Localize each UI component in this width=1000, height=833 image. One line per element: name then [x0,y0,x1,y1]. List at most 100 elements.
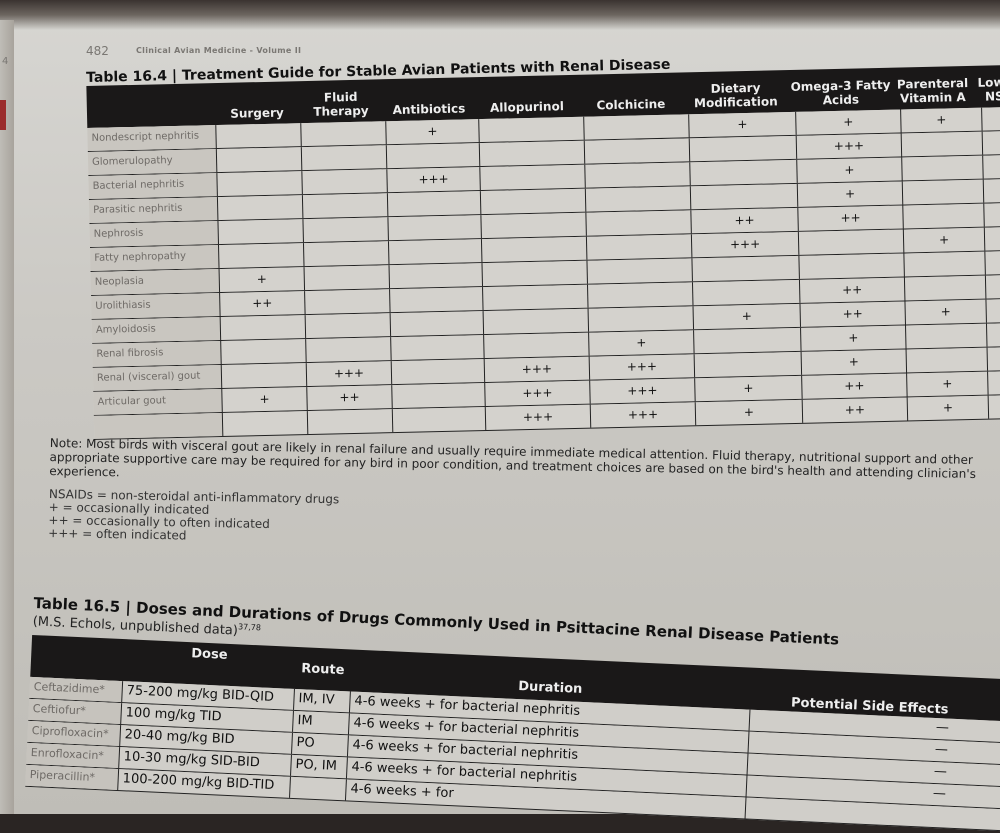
table-cell [216,195,303,221]
table-cell [903,251,985,277]
table-cell: +++ [483,356,590,383]
table-cell [391,407,486,433]
table-cell [985,297,1000,323]
table-cell [586,258,692,284]
table-cell [981,106,1000,131]
table-cell [584,162,690,188]
table-cell [482,284,588,311]
table-cell [390,359,485,385]
column-header: Dietary Modification [693,80,778,111]
table-cell [219,315,306,341]
table-cell [301,193,388,219]
column-header: Antibiotics [392,101,466,118]
table-cell: ++ [801,397,908,423]
table-cell: +++ [484,404,591,431]
table-cell [693,351,802,378]
table-cell: + [906,395,989,421]
table-cell: +++ [305,361,392,387]
row-label: Nondescript nephritis [87,125,216,151]
table-cell [986,345,1000,371]
table-cell [584,186,691,212]
table-cell [389,287,483,313]
row-label: Urolithiasis [91,293,220,319]
table-cell: + [983,201,1000,227]
table-cell: + [795,109,901,135]
table-cell: ++ [219,291,305,317]
table-cell [797,229,904,255]
table-cell: + [694,375,802,402]
table-cell [388,263,483,289]
drug-name-cell: Enrofloxacin* [26,743,120,769]
table-cell [688,135,797,162]
table-cell: + [900,107,982,133]
table-cell [987,369,1000,395]
column-header: Surgery [230,105,284,121]
table-cell [691,279,800,306]
legend: NSAIDs = non-steroidal anti-inflammatory… [48,487,1000,558]
table-cell [583,138,690,164]
row-label: Nephrosis [89,221,218,247]
table-16-5: Table 16.5 | Doses and Durations of Drug… [25,594,1000,833]
table-cell: + [692,303,801,330]
table-note: Note: Most birds with visceral gout are … [48,436,1000,558]
table-cell: + [796,181,903,207]
table-cell [585,210,691,236]
table-cell: + [906,371,988,397]
drug-name-cell: Piperacillin* [25,765,119,791]
table-cell [385,143,480,169]
table-cell [306,409,393,435]
column-header: Low-dose NSAIDs [977,74,1000,104]
table-cell [304,313,391,339]
row-label: Renal fibrosis [92,341,221,367]
table-cell [480,236,587,263]
table-cell: +++ [795,133,902,159]
table-cell [583,114,689,140]
table-cell [386,191,481,217]
row-label: Bacterial nephritis [88,173,217,199]
column-header: Omega-3 Fatty Acids [790,77,891,108]
subtitle-refs: 37,78 [237,622,262,633]
table-16-4-body: Nondescript nephritis + + + + Glomerulopathy +… [87,106,1000,440]
table-cell: +++ [386,167,480,193]
drug-name-cell: Ceftazidime* [29,677,123,703]
table-cell [798,253,904,279]
table-cell [387,239,482,265]
table-cell [905,323,987,349]
table-cell [902,203,984,229]
table-cell [480,212,586,239]
table-cell: +++ [588,354,695,380]
table-cell [693,327,801,354]
table-cell [217,219,303,245]
table-cell [984,273,1000,299]
table-cell: ++ [797,205,903,231]
table-cell [300,121,386,147]
table-cell [389,311,484,337]
table-cell [387,215,481,241]
table-cell: ++ [799,301,905,327]
table-cell [905,347,988,373]
table-cell [302,217,388,243]
route-cell: IM, IV [292,689,350,713]
table-cell [691,255,799,282]
row-label: Articular gout [93,389,222,415]
table-cell: ++ [798,277,905,303]
row-label: Fatty nephropathy [90,245,219,271]
table-cell: ++ [690,207,798,234]
drug-name-cell: Ceftiofur* [28,699,122,725]
row-label: Parasitic nephritis [88,197,218,223]
table-cell [585,234,692,260]
table-cell: + [981,129,1000,155]
table-cell [479,188,586,215]
table-cell [901,155,983,181]
table-cell [587,306,694,332]
table-cell [901,179,984,205]
table-cell: +++ [589,402,696,428]
table-cell: + [904,299,986,325]
table-cell [221,411,308,437]
table-16-4: Table 16.4 | Treatment Guide for Stable … [86,48,1000,440]
table-cell: + [796,157,902,183]
table-cell [302,241,389,267]
table-cell: +++ [484,380,590,407]
table-cell [478,116,584,143]
table-cell: + [902,227,985,253]
